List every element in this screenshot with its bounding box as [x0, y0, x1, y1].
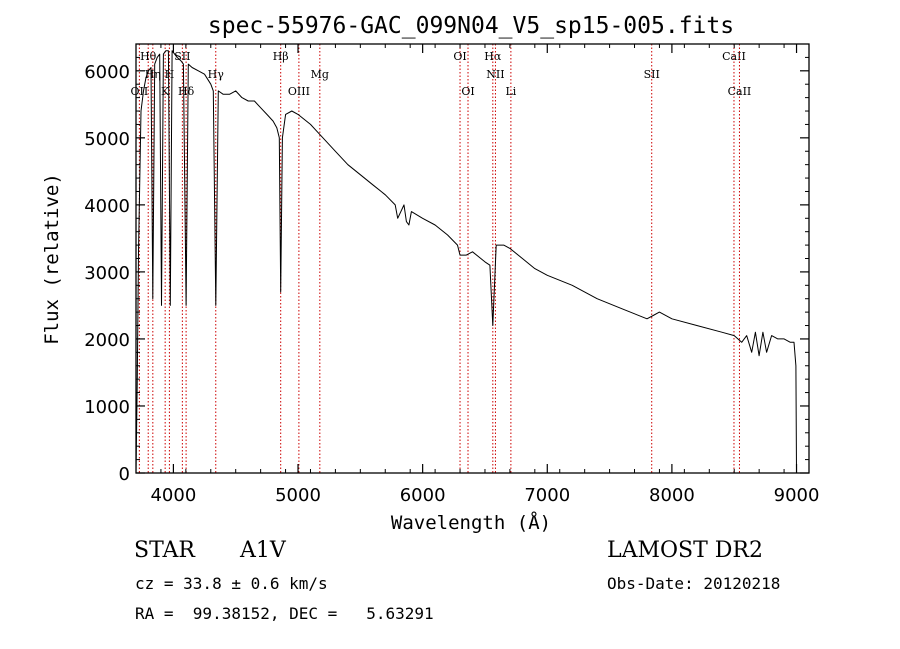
series-layer	[135, 50, 797, 474]
y-tick-label-5: 5000	[84, 129, 130, 150]
line-marker-layer: HθOIIHηKHSIIHδHγHβOIIIMgOIOIHαNIILiSIICa…	[131, 44, 752, 473]
chart-title: spec-55976-GAC_099N04_V5_sp15-005.fits	[208, 13, 734, 39]
line-marker-label-11: OI	[453, 50, 466, 63]
line-marker-label-15: Li	[505, 85, 516, 98]
redshift-text: cz = 33.8 ± 0.6 km/s	[135, 574, 328, 593]
x-tick-label-5: 9000	[774, 485, 820, 506]
coordinates-text: RA = 99.38152, DEC = 5.63291	[135, 604, 434, 623]
x-tick-label-0: 4000	[150, 485, 196, 506]
y-tick-label-2: 2000	[84, 330, 130, 351]
line-marker-label-16: SII	[644, 68, 660, 81]
x-tick-label-4: 8000	[649, 485, 695, 506]
y-axis-label: Flux (relative)	[41, 173, 63, 345]
y-tick-label-3: 3000	[84, 263, 130, 284]
x-tick-label-2: 6000	[400, 485, 446, 506]
survey-label: LAMOST DR2	[607, 538, 763, 563]
line-marker-label-10: Mg	[311, 68, 329, 81]
line-marker-label-9: OIII	[288, 85, 310, 98]
line-marker-label-1: OII	[131, 85, 149, 98]
x-axis-label: Wavelength (Å)	[391, 511, 551, 534]
subclass-label: A1V	[240, 538, 286, 563]
line-marker-label-0: Hθ	[140, 50, 157, 63]
line-marker-label-4: H	[165, 68, 175, 81]
x-tick-label-1: 5000	[275, 485, 321, 506]
line-marker-label-14: NII	[486, 68, 504, 81]
y-tick-label-6: 6000	[84, 62, 130, 83]
line-marker-label-12: OI	[461, 85, 474, 98]
line-marker-label-5: SII	[174, 50, 190, 63]
line-marker-label-3: K	[161, 85, 170, 98]
y-tick-label-1: 1000	[84, 397, 130, 418]
y-tick-label-4: 4000	[84, 196, 130, 217]
x-tick-label-3: 7000	[524, 485, 570, 506]
obs-date-text: Obs-Date: 20120218	[607, 574, 781, 593]
line-marker-label-7: Hγ	[208, 68, 225, 81]
spectrum-series-0	[135, 50, 797, 474]
line-marker-label-8: Hβ	[273, 50, 289, 63]
line-marker-label-13: Hα	[484, 50, 502, 63]
y-tick-label-0: 0	[119, 464, 130, 485]
line-marker-label-18: CaII	[728, 85, 752, 98]
tick-layer: 4000 5000 6000 7000 8000 9000 0 1000 2000 3000 400…	[84, 44, 819, 506]
plot-frame	[135, 43, 810, 474]
line-marker-label-6: Hδ	[178, 85, 195, 98]
class-label: STAR	[134, 538, 195, 563]
line-marker-label-17: CaII	[722, 50, 746, 63]
